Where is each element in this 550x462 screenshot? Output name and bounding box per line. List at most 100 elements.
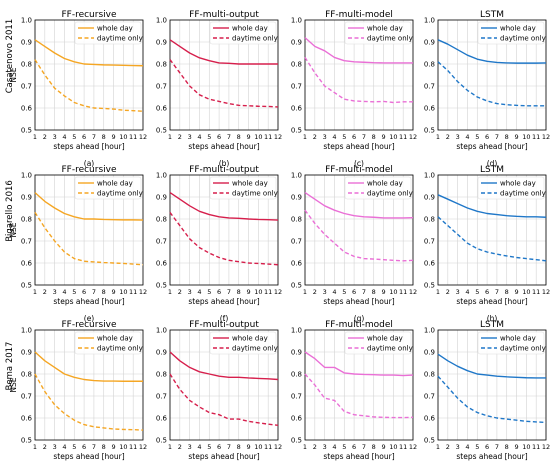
x-tick-label: 3 <box>323 133 327 141</box>
x-tick-label: 9 <box>381 133 385 141</box>
y-tick-label: 0.8 <box>21 61 32 69</box>
x-tick-label: 2 <box>178 133 182 141</box>
x-tick-label: 10 <box>522 443 530 451</box>
x-tick-label: 5 <box>207 288 211 296</box>
x-tick-label: 7 <box>362 133 366 141</box>
y-tick-label: 1.0 <box>424 327 435 335</box>
row-label-0: Casatenovo 2011 <box>5 19 15 94</box>
x-tick-label: 6 <box>485 288 489 296</box>
panel-label: (f) <box>220 314 229 323</box>
y-tick-label: 0.6 <box>424 415 436 423</box>
y-tick-label: 0.9 <box>291 39 302 47</box>
x-tick-label: 4 <box>62 443 66 451</box>
y-tick-label: 1.0 <box>291 327 302 335</box>
series-line-whole-day <box>169 351 279 381</box>
y-tick-label: 0.9 <box>291 194 302 202</box>
x-tick-label: 9 <box>514 288 518 296</box>
x-tick-label: 2 <box>43 443 47 451</box>
legend-label: whole day <box>367 180 403 188</box>
x-tick-label: 2 <box>313 133 317 141</box>
x-tick-label: 1 <box>168 288 172 296</box>
x-tick-label: 5 <box>342 288 346 296</box>
x-tick-label: 12 <box>542 288 550 296</box>
x-tick-label: 3 <box>456 443 460 451</box>
x-tick-label: 11 <box>129 133 137 141</box>
y-tick-label: 0.9 <box>424 349 435 357</box>
legend-label: daytime only <box>97 190 143 198</box>
axes-frame <box>169 329 279 441</box>
x-tick-label: 8 <box>102 443 106 451</box>
x-tick-label: 9 <box>246 288 250 296</box>
series-line-whole-day <box>437 39 547 64</box>
x-tick-label: 5 <box>72 133 76 141</box>
axes-frame <box>304 174 414 286</box>
x-tick-label: 5 <box>207 133 211 141</box>
x-tick-label: 11 <box>264 443 272 451</box>
x-tick-label: 3 <box>323 288 327 296</box>
y-tick-label: 0.6 <box>291 105 303 113</box>
y-tick-label: 0.6 <box>21 260 33 268</box>
x-tick-label: 2 <box>43 133 47 141</box>
x-tick-label: 1 <box>33 133 37 141</box>
legend-label: daytime only <box>232 35 278 43</box>
y-tick-label: 0.7 <box>156 393 167 401</box>
x-tick-label: 11 <box>532 133 540 141</box>
x-tick-label: 6 <box>485 133 489 141</box>
x-tick-label: 2 <box>313 288 317 296</box>
y-tick-label: 0.5 <box>21 437 32 445</box>
x-tick-label: 3 <box>53 443 57 451</box>
y-tick-label: 0.8 <box>156 61 167 69</box>
x-tick-label: 4 <box>465 133 469 141</box>
y-tick-label: 0.6 <box>291 415 303 423</box>
axes-frame <box>437 19 547 131</box>
legend-label: whole day <box>97 25 133 33</box>
x-tick-label: 8 <box>237 443 241 451</box>
y-tick-label: 0.6 <box>21 415 33 423</box>
y-tick-label: 1.0 <box>156 327 167 335</box>
x-tick-label: 11 <box>264 288 272 296</box>
x-tick-label: 6 <box>82 133 86 141</box>
x-tick-label: 2 <box>178 443 182 451</box>
panel-title: FF-multi-model <box>325 165 393 175</box>
x-tick-label: 6 <box>352 443 356 451</box>
x-axis-label: steps ahead [hour] <box>323 297 394 306</box>
series-line-daytime-only <box>34 373 144 431</box>
y-tick-label: 0.8 <box>424 371 435 379</box>
x-tick-label: 9 <box>111 288 115 296</box>
x-tick-label: 5 <box>475 133 479 141</box>
x-axis-label: steps ahead [hour] <box>53 142 124 151</box>
axes-frame <box>304 19 414 131</box>
x-tick-label: 6 <box>82 443 86 451</box>
axes-frame <box>437 174 547 286</box>
x-tick-label: 8 <box>237 133 241 141</box>
x-tick-label: 8 <box>505 133 509 141</box>
legend-label: daytime only <box>232 190 278 198</box>
y-tick-label: 1.0 <box>291 17 302 25</box>
y-tick-label: 0.5 <box>424 127 435 135</box>
x-tick-label: 10 <box>522 288 530 296</box>
y-tick-label: 0.7 <box>291 393 302 401</box>
x-tick-label: 10 <box>389 288 397 296</box>
y-tick-label: 0.9 <box>21 39 32 47</box>
y-tick-label: 0.8 <box>21 216 32 224</box>
series-line-whole-day <box>34 192 144 221</box>
y-tick-label: 0.9 <box>156 349 167 357</box>
panel-label: (b) <box>219 159 230 168</box>
x-tick-label: 12 <box>139 443 147 451</box>
x-tick-label: 3 <box>323 443 327 451</box>
x-tick-label: 3 <box>188 133 192 141</box>
panel-label: (e) <box>84 314 95 323</box>
x-tick-label: 9 <box>111 443 115 451</box>
x-tick-label: 5 <box>342 443 346 451</box>
panel-title: LSTM <box>480 165 504 175</box>
x-tick-label: 7 <box>362 288 366 296</box>
x-tick-label: 10 <box>389 133 397 141</box>
x-tick-label: 4 <box>197 133 201 141</box>
y-tick-label: 0.8 <box>424 61 435 69</box>
legend-label: whole day <box>367 25 403 33</box>
x-tick-label: 4 <box>332 288 336 296</box>
y-tick-label: 0.7 <box>424 83 435 91</box>
